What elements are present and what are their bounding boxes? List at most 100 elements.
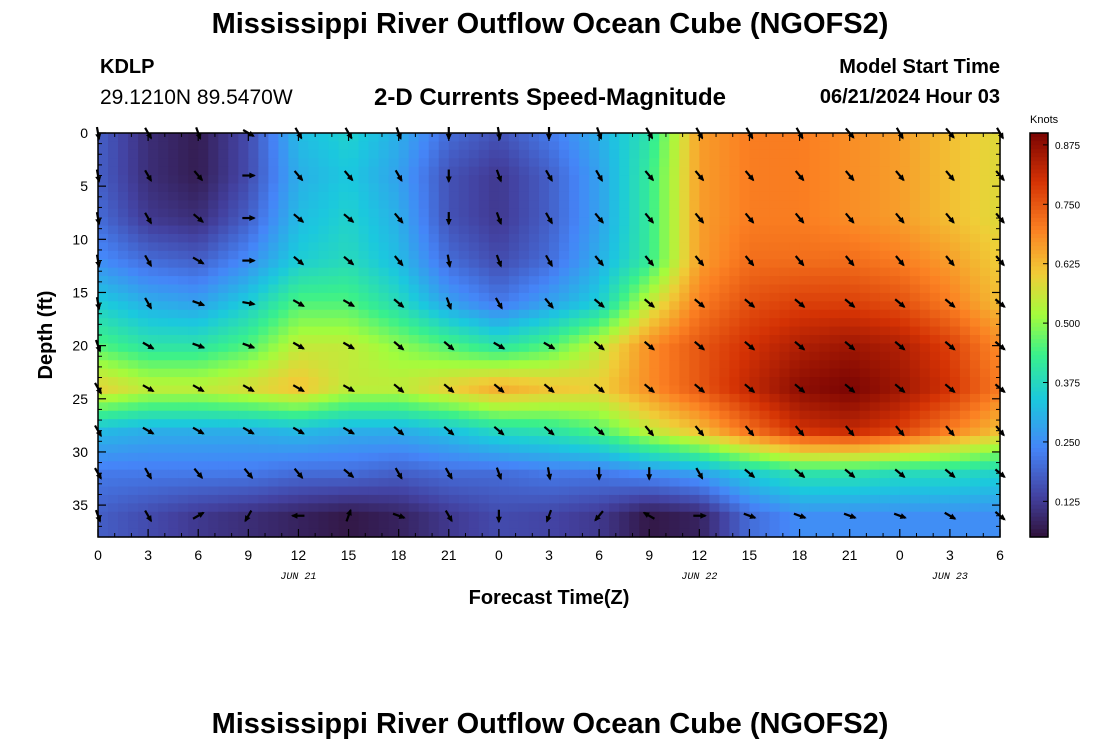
heatmap-cell	[509, 377, 520, 386]
heatmap-cell	[980, 141, 991, 150]
heatmap-cell	[268, 268, 279, 277]
heatmap-cell	[930, 520, 941, 529]
heatmap-cell	[669, 310, 680, 319]
heatmap-cell	[589, 436, 600, 445]
heatmap-cell	[830, 503, 841, 512]
heatmap-cell	[118, 301, 129, 310]
heatmap-cell	[820, 251, 831, 260]
heatmap-cell	[369, 487, 380, 496]
heatmap-cell	[960, 444, 971, 453]
heatmap-cell	[549, 184, 560, 193]
heatmap-cell	[409, 478, 420, 487]
heatmap-cell	[359, 470, 370, 479]
heatmap-cell	[790, 318, 801, 327]
heatmap-cell	[619, 200, 630, 209]
heatmap-cell	[780, 200, 791, 209]
heatmap-cell	[308, 251, 319, 260]
heatmap-cell	[168, 377, 179, 386]
heatmap-cell	[429, 209, 440, 218]
heatmap-cell	[449, 293, 460, 302]
heatmap-cell	[258, 217, 269, 226]
heatmap-cell	[699, 293, 710, 302]
heatmap-cell	[158, 251, 169, 260]
heatmap-cell	[930, 192, 941, 201]
heatmap-cell	[268, 428, 279, 437]
heatmap-cell	[479, 352, 490, 361]
heatmap-cell	[439, 192, 450, 201]
heatmap-cell	[509, 503, 520, 512]
heatmap-cell	[759, 478, 770, 487]
heatmap-cell	[970, 310, 981, 319]
heatmap-cell	[288, 276, 299, 285]
heatmap-cell	[519, 242, 530, 251]
heatmap-cell	[629, 436, 640, 445]
heatmap-cell	[369, 369, 380, 378]
heatmap-cell	[158, 175, 169, 184]
heatmap-cell	[860, 495, 871, 504]
heatmap-cell	[238, 478, 249, 487]
heatmap-cell	[218, 259, 229, 268]
heatmap-cell	[158, 234, 169, 243]
heatmap-cell	[910, 301, 921, 310]
heatmap-cell	[168, 158, 179, 167]
heatmap-cell	[449, 360, 460, 369]
heatmap-cell	[659, 251, 670, 260]
heatmap-cell	[860, 487, 871, 496]
heatmap-cell	[729, 512, 740, 521]
heatmap-cell	[178, 158, 189, 167]
heatmap-cell	[349, 436, 360, 445]
heatmap-cell	[218, 369, 229, 378]
heatmap-cell	[619, 293, 630, 302]
heatmap-cell	[318, 352, 329, 361]
heatmap-cell	[780, 259, 791, 268]
heatmap-cell	[499, 394, 510, 403]
heatmap-cell	[218, 470, 229, 479]
heatmap-cell	[629, 184, 640, 193]
heatmap-cell	[449, 200, 460, 209]
heatmap-cell	[769, 453, 780, 462]
colorbar-segment	[1030, 529, 1048, 534]
heatmap-cell	[549, 461, 560, 470]
heatmap-cell	[609, 335, 620, 344]
heatmap-cell	[830, 200, 841, 209]
heatmap-cell	[329, 402, 340, 411]
heatmap-cell	[399, 461, 410, 470]
heatmap-cell	[800, 402, 811, 411]
heatmap-cell	[108, 184, 119, 193]
heatmap-cell	[769, 478, 780, 487]
heatmap-cell	[759, 360, 770, 369]
heatmap-cell	[629, 503, 640, 512]
heatmap-cell	[990, 327, 1001, 336]
heatmap-cell	[679, 470, 690, 479]
heatmap-cell	[659, 402, 670, 411]
heatmap-cell	[369, 377, 380, 386]
heatmap-cell	[759, 200, 770, 209]
heatmap-cell	[198, 285, 209, 294]
colorbar-segment	[1030, 408, 1048, 413]
heatmap-cell	[659, 428, 670, 437]
heatmap-cell	[349, 318, 360, 327]
heatmap-cell	[479, 175, 490, 184]
heatmap-cell	[669, 444, 680, 453]
heatmap-cell	[589, 150, 600, 159]
heatmap-cell	[820, 293, 831, 302]
heatmap-cell	[228, 428, 239, 437]
heatmap-cell	[529, 495, 540, 504]
heatmap-cell	[870, 301, 881, 310]
heatmap-cell	[429, 259, 440, 268]
heatmap-cell	[629, 419, 640, 428]
heatmap-cell	[870, 411, 881, 420]
heatmap-cell	[719, 268, 730, 277]
heatmap-cell	[509, 470, 520, 479]
heatmap-cell	[559, 234, 570, 243]
heatmap-cell	[609, 419, 620, 428]
heatmap-cell	[719, 343, 730, 352]
heatmap-cell	[308, 200, 319, 209]
heatmap-cell	[118, 453, 129, 462]
heatmap-cell	[489, 487, 500, 496]
heatmap-cell	[399, 276, 410, 285]
heatmap-cell	[479, 217, 490, 226]
heatmap-cell	[729, 428, 740, 437]
heatmap-cell	[820, 369, 831, 378]
heatmap-cell	[790, 503, 801, 512]
